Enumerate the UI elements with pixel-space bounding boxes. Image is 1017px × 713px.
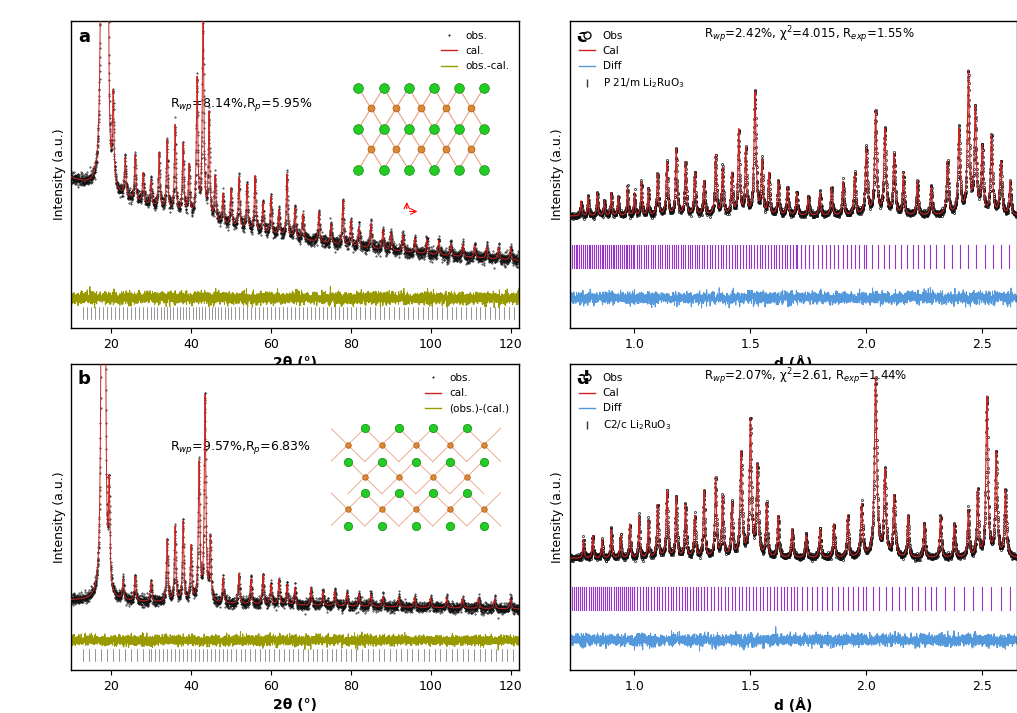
- Text: R$_{wp}$=9.57%,R$_{p}$=6.83%: R$_{wp}$=9.57%,R$_{p}$=6.83%: [170, 438, 310, 456]
- Legend: obs., cal., (obs.)-(cal.): obs., cal., (obs.)-(cal.): [421, 369, 514, 418]
- Text: c: c: [577, 28, 587, 46]
- Y-axis label: Intensity (a.u.): Intensity (a.u.): [551, 129, 564, 220]
- Text: a: a: [78, 28, 89, 46]
- Y-axis label: Intensity (a.u.): Intensity (a.u.): [551, 471, 564, 563]
- Legend: Obs, Cal, Diff, P 21/m Li$_2$RuO$_3$: Obs, Cal, Diff, P 21/m Li$_2$RuO$_3$: [575, 26, 689, 94]
- Text: R$_{wp}$=8.14%,R$_{p}$=5.95%: R$_{wp}$=8.14%,R$_{p}$=5.95%: [170, 96, 312, 113]
- Legend: obs., cal., obs.-cal.: obs., cal., obs.-cal.: [437, 26, 514, 76]
- Text: b: b: [78, 370, 91, 388]
- X-axis label: d (Å): d (Å): [774, 356, 813, 371]
- Y-axis label: Intensity (a.u.): Intensity (a.u.): [53, 471, 66, 563]
- Text: R$_{wp}$=2.07%, χ$^2$=2.61, R$_{exp}$=1.44%: R$_{wp}$=2.07%, χ$^2$=2.61, R$_{exp}$=1.…: [704, 366, 907, 387]
- Y-axis label: Intensity (a.u.): Intensity (a.u.): [53, 129, 66, 220]
- Text: R$_{wp}$=2.42%, χ$^2$=4.015, R$_{exp}$=1.55%: R$_{wp}$=2.42%, χ$^2$=4.015, R$_{exp}$=1…: [704, 24, 914, 45]
- X-axis label: d (Å): d (Å): [774, 699, 813, 713]
- X-axis label: 2θ (°): 2θ (°): [273, 356, 317, 370]
- Legend: Obs, Cal, Diff, C2/c Li$_2$RuO$_3$: Obs, Cal, Diff, C2/c Li$_2$RuO$_3$: [575, 369, 675, 436]
- Text: d: d: [577, 370, 589, 388]
- X-axis label: 2θ (°): 2θ (°): [273, 699, 317, 712]
